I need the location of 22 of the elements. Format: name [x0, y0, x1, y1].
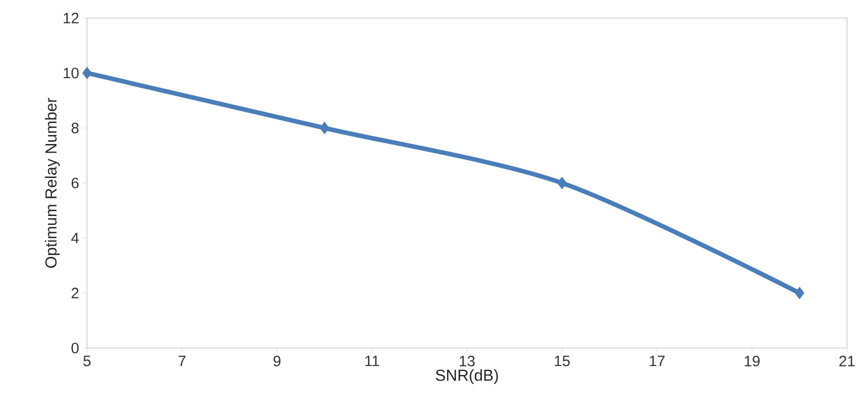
point	[794, 286, 804, 300]
y-tick-label: 10	[64, 68, 79, 78]
x-tick-label: 19	[744, 356, 760, 366]
point	[82, 66, 92, 80]
point	[320, 122, 330, 134]
y-tick-label: 6	[72, 178, 79, 188]
x-tick-label: 15	[554, 356, 570, 366]
y-axis-title: Optimum Relay Number	[44, 98, 60, 268]
y-tick-label: 0	[72, 342, 79, 354]
y-tick-label: 8	[72, 122, 79, 134]
y-tick-label: 2	[72, 288, 78, 298]
point	[557, 176, 567, 190]
x-tick-label: 17	[650, 356, 665, 366]
x-tick-label: 9	[274, 356, 280, 366]
y-tick-label: 12	[64, 12, 78, 24]
x-axis-title: SNR(dB)	[436, 369, 498, 384]
y-tick-label: 4	[71, 232, 79, 244]
x-tick-label: 21	[839, 356, 855, 366]
x-tick-label: 5	[83, 356, 91, 366]
x-tick-label: 13	[460, 356, 475, 366]
x-tick-label: 11	[365, 356, 380, 366]
x-tick-label: 7	[178, 356, 186, 366]
